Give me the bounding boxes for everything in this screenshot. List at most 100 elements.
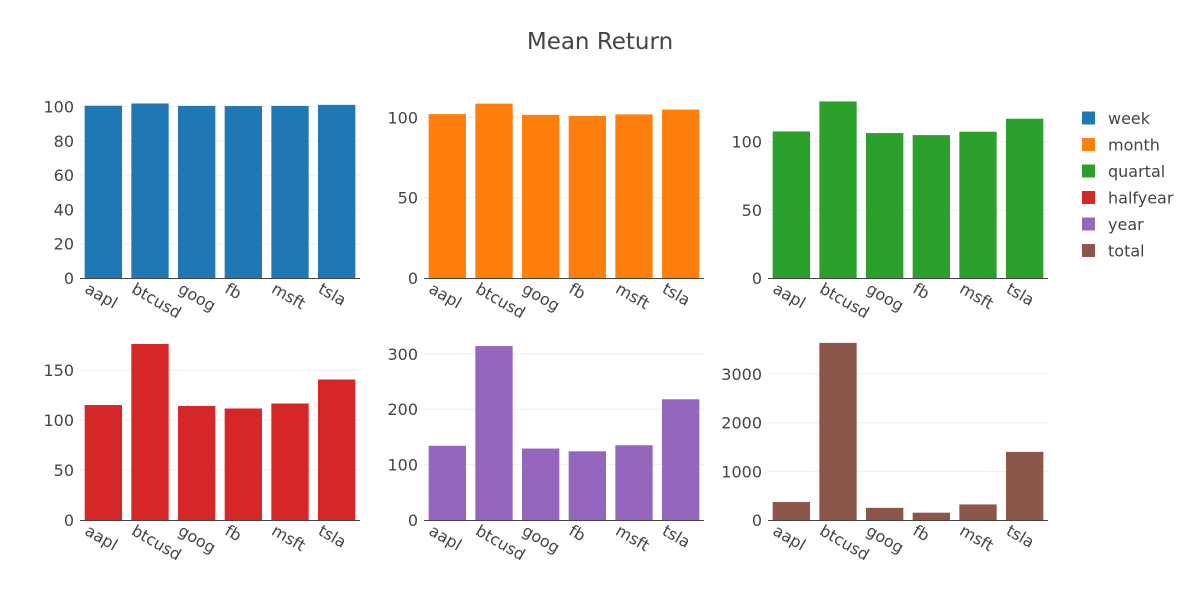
bar-halfyear-fb	[224, 408, 262, 520]
bar-total-btcusd	[819, 342, 857, 520]
legend-label: quartal	[1108, 162, 1165, 181]
bar-total-goog	[866, 507, 904, 520]
x-tick-label: fb	[910, 279, 933, 303]
x-tick-label: msft	[612, 279, 652, 313]
x-tick-label: fb	[566, 279, 589, 303]
bar-week-goog	[178, 105, 216, 278]
y-tick-label: 50	[398, 189, 418, 208]
x-tick-label: tsla	[315, 279, 349, 310]
legend-item-month[interactable]: month	[1082, 136, 1160, 155]
bar-quartal-tsla	[1006, 118, 1044, 279]
bar-month-msft	[615, 114, 653, 279]
bar-month-tsla	[662, 109, 700, 278]
y-tick-label: 0	[752, 511, 762, 530]
x-tick-label: aapl	[426, 521, 465, 555]
bar-year-msft	[615, 445, 653, 520]
y-tick-label: 0	[64, 269, 74, 288]
bar-halfyear-goog	[178, 406, 216, 520]
x-tick-label: btcusd	[816, 521, 872, 564]
x-tick-label: aapl	[770, 521, 809, 555]
y-tick-label: 0	[408, 269, 418, 288]
bar-year-btcusd	[475, 346, 513, 520]
x-tick-label: fb	[222, 279, 245, 303]
x-tick-label: aapl	[426, 279, 465, 313]
x-tick-label: tsla	[659, 521, 693, 552]
y-tick-label: 150	[43, 361, 74, 380]
bar-week-fb	[224, 106, 262, 278]
bar-month-goog	[522, 114, 560, 278]
bar-week-tsla	[318, 104, 356, 278]
legend-swatch	[1082, 138, 1095, 151]
bar-total-aapl	[772, 502, 810, 520]
legend-label: month	[1108, 136, 1160, 155]
y-tick-label: 0	[408, 511, 418, 530]
x-tick-label: fb	[910, 521, 933, 545]
y-tick-label: 200	[387, 400, 418, 419]
legend-swatch	[1082, 217, 1095, 231]
bar-halfyear-btcusd	[131, 344, 169, 520]
legend-item-week[interactable]: week	[1082, 109, 1151, 128]
bar-week-aapl	[84, 105, 122, 278]
legend-item-quartal[interactable]: quartal	[1082, 162, 1165, 181]
x-tick-label: btcusd	[472, 279, 528, 322]
y-tick-label: 2000	[721, 414, 762, 433]
y-tick-label: 0	[64, 511, 74, 530]
x-tick-label: fb	[566, 521, 589, 545]
x-tick-label: btcusd	[816, 279, 872, 322]
x-tick-label: btcusd	[472, 521, 528, 564]
bar-total-fb	[912, 512, 950, 520]
bar-year-goog	[522, 448, 560, 520]
legend-swatch	[1082, 111, 1095, 125]
bar-halfyear-msft	[271, 403, 309, 520]
x-tick-label: tsla	[315, 521, 349, 552]
x-tick-label: msft	[956, 521, 996, 555]
bar-month-fb	[568, 116, 606, 278]
legend: week month quartal halfyear year total	[1082, 109, 1174, 261]
x-tick-label: aapl	[770, 279, 809, 313]
legend-item-halfyear[interactable]: halfyear	[1082, 189, 1174, 208]
bar-halfyear-aapl	[84, 405, 122, 520]
x-tick-label: msft	[268, 521, 308, 555]
legend-item-total[interactable]: total	[1082, 242, 1145, 261]
x-tick-label: msft	[612, 521, 652, 555]
x-tick-label: aapl	[82, 279, 121, 313]
y-tick-label: 40	[54, 200, 74, 219]
y-tick-label: 3000	[721, 365, 762, 384]
legend-label: halfyear	[1108, 189, 1174, 208]
bar-quartal-btcusd	[819, 101, 857, 278]
legend-swatch	[1082, 244, 1095, 257]
bar-total-tsla	[1006, 451, 1044, 520]
legend-item-year[interactable]: year	[1082, 215, 1144, 234]
bar-month-btcusd	[475, 103, 513, 278]
y-tick-label: 300	[387, 345, 418, 364]
bar-year-fb	[568, 451, 606, 520]
legend-label: total	[1108, 242, 1145, 261]
x-tick-label: msft	[268, 279, 308, 313]
bar-week-btcusd	[131, 103, 169, 278]
y-tick-label: 100	[387, 456, 418, 475]
x-tick-label: tsla	[1003, 521, 1037, 552]
bar-year-aapl	[428, 445, 466, 520]
y-tick-label: 100	[43, 411, 74, 430]
legend-swatch	[1082, 164, 1095, 178]
legend-label: week	[1108, 109, 1151, 128]
y-tick-label: 20	[54, 235, 74, 254]
legend-label: year	[1108, 215, 1144, 234]
bar-quartal-msft	[959, 131, 997, 278]
y-tick-label: 50	[54, 461, 74, 480]
bar-quartal-fb	[912, 135, 950, 278]
y-tick-label: 80	[54, 132, 74, 151]
y-tick-label: 100	[43, 98, 74, 117]
y-tick-label: 50	[742, 201, 762, 220]
bar-total-msft	[959, 504, 997, 520]
x-tick-label: fb	[222, 521, 245, 545]
bar-month-aapl	[428, 114, 466, 278]
bar-quartal-aapl	[772, 131, 810, 278]
bar-halfyear-tsla	[318, 379, 356, 520]
